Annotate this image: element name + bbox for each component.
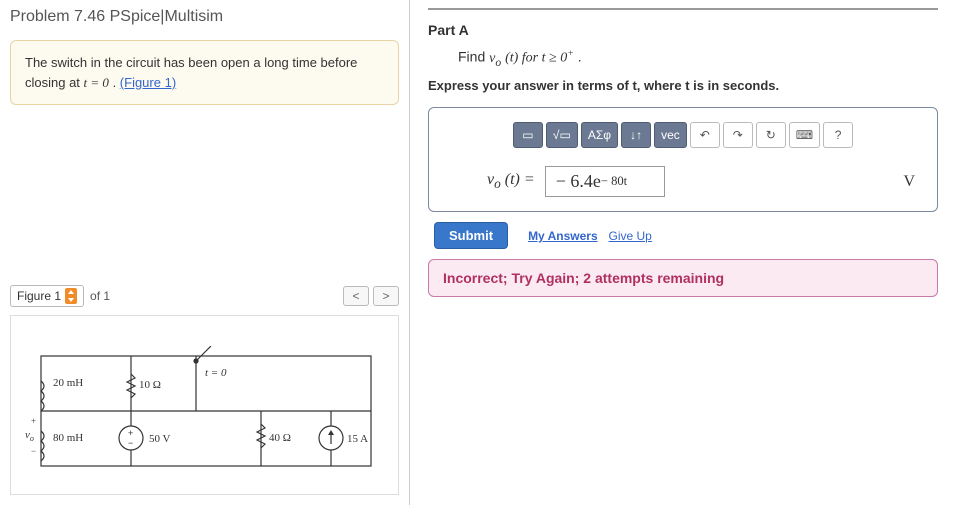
question-pre: Find (458, 49, 489, 65)
label-V1: 50 V (149, 433, 171, 445)
answer-input[interactable]: − 6.4e− 80t (545, 166, 665, 197)
figure-selector-label: Figure 1 (17, 289, 61, 303)
figure-canvas: + − 20 mH 80 mH 10 Ω 40 Ω 50 V 15 A t = … (10, 315, 399, 495)
label-R2: 40 Ω (269, 432, 291, 444)
instruction: Express your answer in terms of t, where… (428, 78, 938, 93)
divider (428, 8, 938, 10)
svg-text:−: − (31, 446, 36, 456)
answer-lhs: vo (t) = (487, 171, 535, 192)
answer-exp: − 80t (601, 174, 627, 189)
question-cond: t ≥ 0 (542, 51, 568, 66)
figure-link[interactable]: (Figure 1) (120, 75, 176, 90)
toolbar-reset-button[interactable]: ↻ (756, 122, 786, 148)
label-switch: t = 0 (205, 367, 227, 379)
label-vo: vo (25, 429, 34, 443)
svg-text:+: + (31, 416, 36, 426)
circuit-diagram: + − 20 mH 80 mH 10 Ω 40 Ω 50 V 15 A t = … (21, 346, 391, 476)
answer-box: ▭ √▭ ΑΣφ ↓↑ vec ↶ ↷ ↻ ⌨ ? vo (t) = − 6.4… (428, 107, 938, 212)
label-L2: 80 mH (53, 432, 83, 444)
equation-toolbar: ▭ √▭ ΑΣφ ↓↑ vec ↶ ↷ ↻ ⌨ ? (447, 122, 919, 148)
toolbar-radical-button[interactable]: √▭ (546, 122, 578, 148)
question-end: . (578, 49, 582, 65)
svg-text:+: + (128, 428, 133, 438)
figure-next-button[interactable]: > (373, 286, 399, 306)
question-sup: + (567, 48, 574, 59)
figure-of-text: of 1 (90, 289, 110, 303)
svg-text:−: − (128, 438, 133, 448)
label-L1: 20 mH (53, 377, 83, 389)
toolbar-redo-button[interactable]: ↷ (723, 122, 753, 148)
label-I1: 15 A (347, 433, 368, 445)
give-up-link[interactable]: Give Up (609, 229, 652, 243)
figure-bar: Figure 1 of 1 < > (10, 285, 399, 307)
action-row: Submit My Answers Give Up (434, 222, 938, 249)
prompt-post: . (113, 75, 120, 90)
answer-row: vo (t) = − 6.4e− 80t V (447, 166, 919, 197)
label-R1: 10 Ω (139, 379, 161, 391)
answer-unit: V (903, 173, 919, 191)
toolbar-help-button[interactable]: ? (823, 122, 853, 148)
toolbar-greek-button[interactable]: ΑΣφ (581, 122, 618, 148)
toolbar-keyboard-button[interactable]: ⌨ (789, 122, 820, 148)
question-sub: o (495, 55, 501, 68)
part-label: Part A (428, 22, 938, 38)
my-answers-link[interactable]: My Answers (528, 229, 598, 243)
figure-selector[interactable]: Figure 1 (10, 285, 84, 307)
toolbar-vec-button[interactable]: vec (654, 122, 687, 148)
toolbar-templates-button[interactable]: ▭ (513, 122, 543, 148)
figure-prev-button[interactable]: < (343, 286, 369, 306)
problem-prompt: The switch in the circuit has been open … (10, 40, 399, 105)
prompt-eq: t = 0 (84, 75, 109, 90)
toolbar-undo-button[interactable]: ↶ (690, 122, 720, 148)
question-text: Find vo (t) for t ≥ 0+ . (458, 48, 938, 68)
answer-value: − 6.4e (556, 171, 601, 192)
submit-button[interactable]: Submit (434, 222, 508, 249)
feedback-box: Incorrect; Try Again; 2 attempts remaini… (428, 259, 938, 297)
stepper-icon[interactable] (65, 288, 77, 304)
problem-title: Problem 7.46 PSpice|Multisim (10, 8, 399, 26)
question-mid: (t) for (505, 51, 542, 66)
prompt-pre: The switch in the circuit has been open … (25, 55, 357, 90)
toolbar-subscript-button[interactable]: ↓↑ (621, 122, 651, 148)
